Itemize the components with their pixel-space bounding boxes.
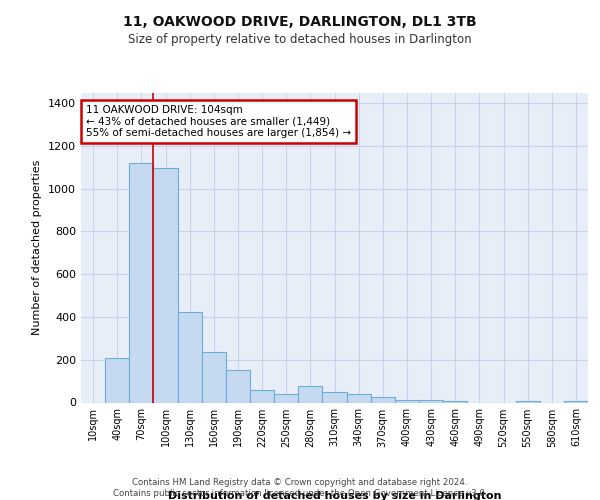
- Text: Size of property relative to detached houses in Darlington: Size of property relative to detached ho…: [128, 32, 472, 46]
- Bar: [395, 400, 419, 402]
- Bar: [298, 386, 322, 402]
- Bar: [419, 400, 443, 402]
- Bar: [154, 168, 178, 402]
- Bar: [274, 394, 298, 402]
- Text: 11, OAKWOOD DRIVE, DARLINGTON, DL1 3TB: 11, OAKWOOD DRIVE, DARLINGTON, DL1 3TB: [123, 15, 477, 29]
- Bar: [178, 312, 202, 402]
- Bar: [202, 352, 226, 403]
- Text: Contains HM Land Registry data © Crown copyright and database right 2024.
Contai: Contains HM Land Registry data © Crown c…: [113, 478, 487, 498]
- X-axis label: Distribution of detached houses by size in Darlington: Distribution of detached houses by size …: [168, 491, 501, 500]
- Text: 11 OAKWOOD DRIVE: 104sqm
← 43% of detached houses are smaller (1,449)
55% of sem: 11 OAKWOOD DRIVE: 104sqm ← 43% of detach…: [86, 105, 351, 138]
- Bar: [322, 392, 347, 402]
- Bar: [226, 370, 250, 402]
- Bar: [371, 397, 395, 402]
- Bar: [250, 390, 274, 402]
- Bar: [105, 358, 129, 403]
- Y-axis label: Number of detached properties: Number of detached properties: [32, 160, 43, 335]
- Bar: [347, 394, 371, 402]
- Bar: [129, 163, 154, 402]
